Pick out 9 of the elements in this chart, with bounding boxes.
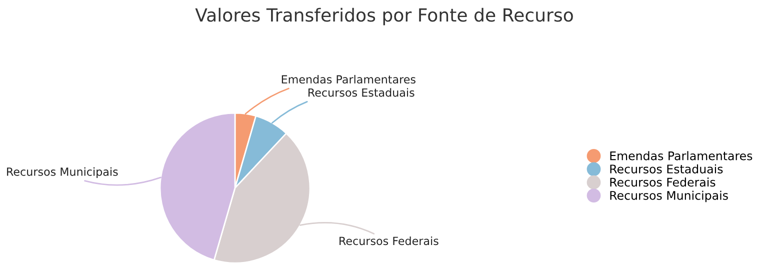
chart-title: Valores Transferidos por Fonte de Recurso (195, 8, 573, 26)
slice-label: Recursos Federais (340, 236, 438, 246)
legend-label: Recursos Municipais (610, 190, 728, 202)
legend-label: Recursos Estaduais (610, 164, 723, 174)
slice-label: Emendas Parlamentares (282, 74, 416, 84)
slice-label: Recursos Estaduais (308, 88, 414, 97)
slice-label: Recursos Municipais (7, 167, 118, 178)
legend-label: Recursos Federais (610, 178, 716, 187)
legend-label: Emendas Parlamentares (610, 151, 752, 160)
